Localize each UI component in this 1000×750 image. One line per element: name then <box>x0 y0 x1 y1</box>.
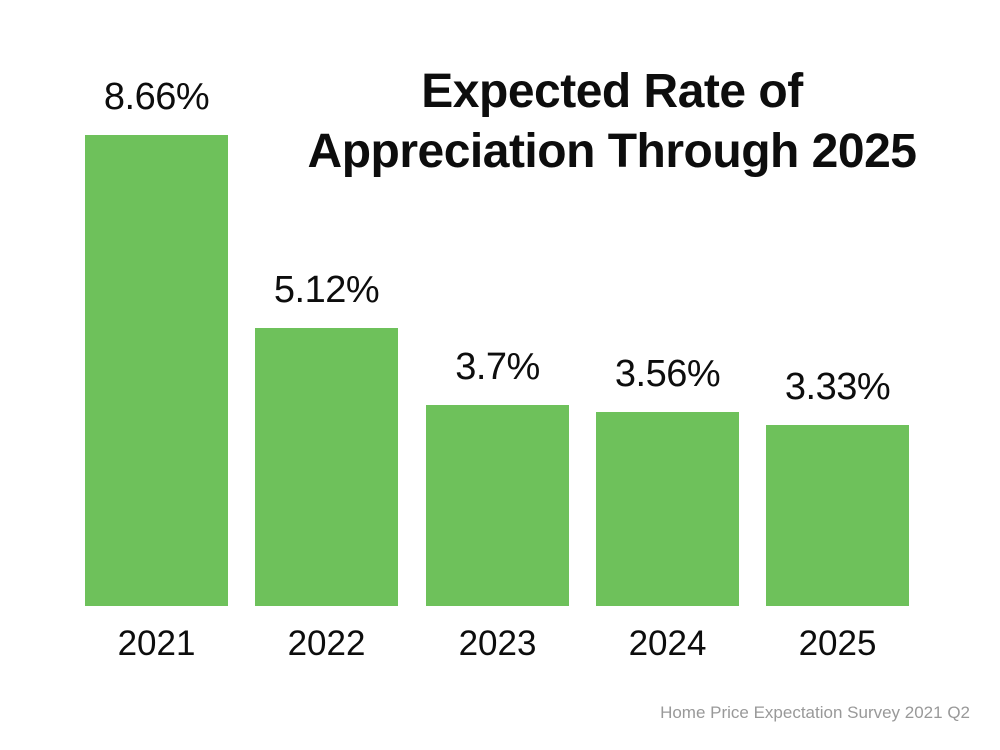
bar-value-label: 3.33% <box>784 366 891 409</box>
x-axis-label: 2024 <box>628 624 707 663</box>
chart-title-line-2: Appreciation Through 2025 <box>307 125 917 178</box>
source-note: Home Price Expectation Survey 2021 Q2 <box>660 703 970 722</box>
chart-title: Expected Rate of Appreciation Through 20… <box>212 62 1000 182</box>
chart-title-line-1: Expected Rate of <box>421 65 803 118</box>
x-axis-label: 2021 <box>117 624 196 663</box>
bar <box>255 328 398 606</box>
x-axis-label: 2023 <box>458 624 537 663</box>
x-axis-label: 2022 <box>287 624 366 663</box>
bar <box>766 425 909 606</box>
bar <box>596 412 739 606</box>
bar-value-label: 3.7% <box>455 346 540 389</box>
bar-value-label: 5.12% <box>273 269 380 312</box>
bar <box>426 405 569 606</box>
bar-value-label: 3.56% <box>614 353 721 396</box>
bar <box>85 135 228 606</box>
x-axis-label: 2025 <box>798 624 877 663</box>
bar-value-label: 8.66% <box>103 76 210 119</box>
